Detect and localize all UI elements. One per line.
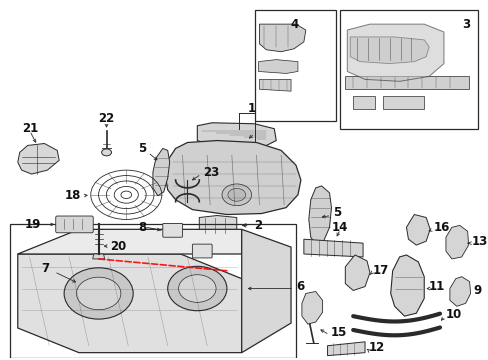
Polygon shape: [153, 148, 169, 196]
Polygon shape: [165, 140, 300, 215]
Ellipse shape: [178, 275, 216, 302]
Polygon shape: [258, 60, 297, 73]
FancyBboxPatch shape: [192, 244, 212, 258]
Polygon shape: [18, 254, 241, 353]
Text: 23: 23: [203, 166, 219, 179]
Text: 6: 6: [295, 280, 304, 293]
Text: 11: 11: [428, 280, 445, 293]
Text: 15: 15: [330, 327, 346, 339]
Polygon shape: [345, 255, 369, 291]
Text: 13: 13: [470, 235, 487, 248]
Polygon shape: [308, 186, 331, 244]
Ellipse shape: [227, 188, 245, 201]
Text: 17: 17: [372, 264, 388, 277]
Text: 4: 4: [290, 18, 299, 31]
Polygon shape: [345, 76, 468, 89]
Polygon shape: [406, 215, 429, 245]
Text: 5: 5: [138, 142, 146, 155]
Text: 21: 21: [21, 122, 38, 135]
Ellipse shape: [167, 266, 226, 311]
Text: 16: 16: [433, 221, 449, 234]
Polygon shape: [303, 239, 362, 257]
Text: 1: 1: [247, 103, 255, 116]
Polygon shape: [259, 79, 290, 91]
Text: 12: 12: [368, 341, 385, 354]
Polygon shape: [390, 255, 424, 316]
FancyBboxPatch shape: [56, 216, 93, 233]
Text: 10: 10: [445, 308, 461, 321]
Polygon shape: [18, 229, 241, 254]
Text: 7: 7: [41, 262, 49, 275]
Polygon shape: [346, 24, 443, 81]
Text: 14: 14: [331, 221, 348, 234]
Text: 20: 20: [110, 240, 126, 253]
Polygon shape: [449, 277, 469, 306]
Polygon shape: [352, 96, 374, 109]
Ellipse shape: [76, 277, 121, 310]
Text: 22: 22: [98, 112, 115, 125]
Text: 5: 5: [333, 206, 341, 219]
Polygon shape: [445, 225, 468, 259]
Polygon shape: [382, 96, 424, 109]
Polygon shape: [241, 229, 290, 353]
Polygon shape: [349, 37, 428, 64]
Text: 18: 18: [64, 189, 81, 202]
Polygon shape: [259, 24, 305, 52]
Ellipse shape: [222, 184, 251, 206]
Bar: [10, 224, 295, 357]
Text: 9: 9: [472, 284, 481, 297]
Polygon shape: [301, 292, 322, 324]
Bar: [340, 10, 478, 129]
FancyBboxPatch shape: [163, 224, 182, 237]
Text: 8: 8: [138, 221, 146, 234]
Polygon shape: [93, 254, 104, 259]
Text: 3: 3: [462, 18, 469, 31]
Polygon shape: [199, 216, 236, 234]
Text: 19: 19: [25, 218, 41, 231]
Polygon shape: [197, 123, 276, 148]
Bar: [254, 10, 336, 121]
Ellipse shape: [102, 149, 111, 156]
Ellipse shape: [64, 268, 133, 319]
Polygon shape: [327, 342, 364, 356]
Polygon shape: [18, 144, 59, 174]
Text: 2: 2: [254, 219, 262, 232]
